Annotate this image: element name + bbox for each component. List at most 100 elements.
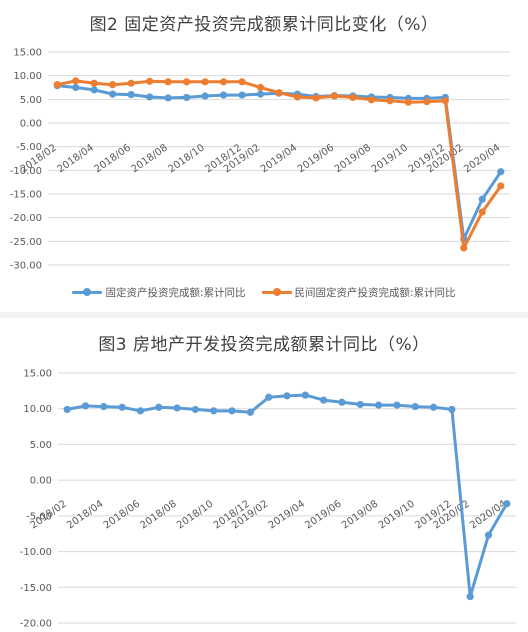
data-point — [210, 407, 218, 415]
data-point — [164, 78, 172, 86]
data-point — [393, 401, 401, 409]
data-point — [265, 393, 273, 401]
legend-label: 民间固定资产投资完成额:累计同比 — [294, 286, 456, 299]
data-point — [90, 79, 98, 87]
data-point — [238, 78, 246, 86]
data-point — [191, 405, 199, 414]
data-point — [330, 92, 339, 100]
data-point — [246, 408, 254, 416]
y-tick-label: 5.00 — [30, 440, 52, 451]
x-tick-label: 2020/04 — [468, 499, 508, 532]
y-tick-label: -5.00 — [16, 142, 42, 153]
chart-title: 图3 房地产开发投资完成额累计同比（%） — [98, 335, 430, 355]
data-point — [228, 407, 236, 415]
y-tick-label: 5.00 — [20, 95, 42, 106]
data-point — [136, 407, 145, 415]
data-point — [201, 92, 209, 100]
y-tick-label: -15.00 — [20, 583, 52, 594]
data-point — [478, 208, 486, 216]
data-point — [497, 168, 505, 176]
data-point — [338, 398, 346, 406]
data-point — [63, 405, 71, 414]
data-point — [283, 392, 291, 400]
data-point — [164, 94, 172, 102]
x-tick-label: 2019/04 — [267, 499, 307, 532]
x-tick-label: 2018/08 — [138, 499, 178, 532]
data-point — [90, 86, 98, 94]
data-point — [367, 96, 375, 104]
line-chart-real-estate: 15.00 10.00 5.00 0.00 -5.00 -10.00 -15.00 -20.0… — [20, 369, 516, 630]
data-point — [356, 400, 364, 409]
y-tick-label: 0.00 — [20, 119, 42, 130]
data-point — [404, 98, 412, 106]
data-point — [109, 90, 117, 98]
y-tick-label: 15.00 — [13, 48, 42, 59]
series-line-0 — [65, 393, 509, 599]
data-point — [72, 77, 80, 85]
panel-divider — [0, 312, 528, 318]
data-point — [256, 83, 265, 92]
data-point — [100, 402, 108, 411]
y-tick-label: -15.00 — [10, 190, 42, 201]
data-point — [155, 403, 163, 411]
data-point — [256, 90, 265, 98]
data-point — [448, 405, 456, 414]
x-tick-label: 2019/10 — [377, 499, 417, 532]
data-point — [72, 83, 80, 92]
data-point — [146, 93, 154, 101]
data-point — [386, 97, 394, 105]
data-point — [53, 81, 61, 89]
y-tick-label: 15.00 — [23, 369, 52, 380]
x-tick-label: 2019/08 — [340, 499, 380, 532]
data-point — [127, 79, 135, 87]
data-point — [484, 531, 493, 539]
data-point — [312, 94, 320, 102]
y-tick-label: -30.00 — [10, 261, 42, 272]
data-point — [441, 97, 449, 105]
line-chart-fixed-asset: 15.00 10.00 5.00 0.00 -5.00 -10.00 -15.00 -20.0… — [10, 48, 510, 272]
chart-legend: 固定资产投资完成额:累计同比 民间固定资产投资完成额:累计同比 — [0, 281, 528, 303]
data-point — [127, 91, 135, 99]
data-point — [183, 93, 191, 102]
chart-panel-real-estate: 图3 房地产开发投资完成额累计同比（%） 15.00 10.00 5.00 0.00 -… — [0, 318, 528, 632]
y-tick-label: 0.00 — [30, 476, 52, 487]
data-point — [219, 91, 228, 99]
legend-label: 固定资产投资完成额:累计同比 — [105, 286, 246, 299]
y-tick-label: -20.00 — [20, 619, 52, 630]
legend-item-private-fixed-asset: 民间固定资产投资完成额:累计同比 — [261, 285, 456, 300]
data-point — [146, 77, 154, 85]
chart-panel-fixed-asset: 图2 固定资产投资完成额累计同比变化（%） 15.00 10.00 5.00 0.00… — [0, 0, 528, 312]
data-point — [301, 391, 309, 399]
x-tick-label: 2018/10 — [175, 499, 215, 532]
data-point — [349, 93, 357, 102]
y-tick-label: -10.00 — [20, 547, 52, 558]
legend-item-fixed-asset: 固定资产投资完成额:累计同比 — [72, 285, 246, 300]
data-point — [109, 81, 117, 89]
chart-title: 图2 固定资产投资完成额累计同比变化（%） — [89, 15, 439, 35]
data-point — [375, 401, 383, 409]
data-point — [466, 592, 474, 601]
y-tick-label: -25.00 — [10, 237, 42, 248]
data-point — [320, 396, 328, 404]
data-point — [497, 182, 505, 190]
y-tick-label: -5.00 — [26, 511, 52, 522]
x-tick-label: 2018/06 — [102, 499, 142, 532]
data-point — [219, 78, 228, 86]
y-tick-label: 10.00 — [23, 404, 52, 415]
data-point — [275, 89, 283, 97]
data-point — [173, 404, 181, 412]
legend-swatch-blue — [72, 287, 103, 297]
x-tick-label: 2019/06 — [303, 499, 343, 532]
data-point — [118, 403, 126, 411]
y-tick-label: 10.00 — [13, 71, 42, 82]
data-point — [293, 93, 302, 101]
legend-swatch-orange — [261, 287, 292, 297]
y-tick-label: -20.00 — [10, 213, 42, 224]
data-point — [503, 500, 511, 508]
x-tick-label: 2018/04 — [65, 499, 105, 532]
data-point — [81, 402, 90, 410]
data-point — [238, 91, 246, 99]
data-point — [478, 195, 486, 203]
data-point — [460, 244, 468, 252]
data-point — [411, 402, 419, 411]
